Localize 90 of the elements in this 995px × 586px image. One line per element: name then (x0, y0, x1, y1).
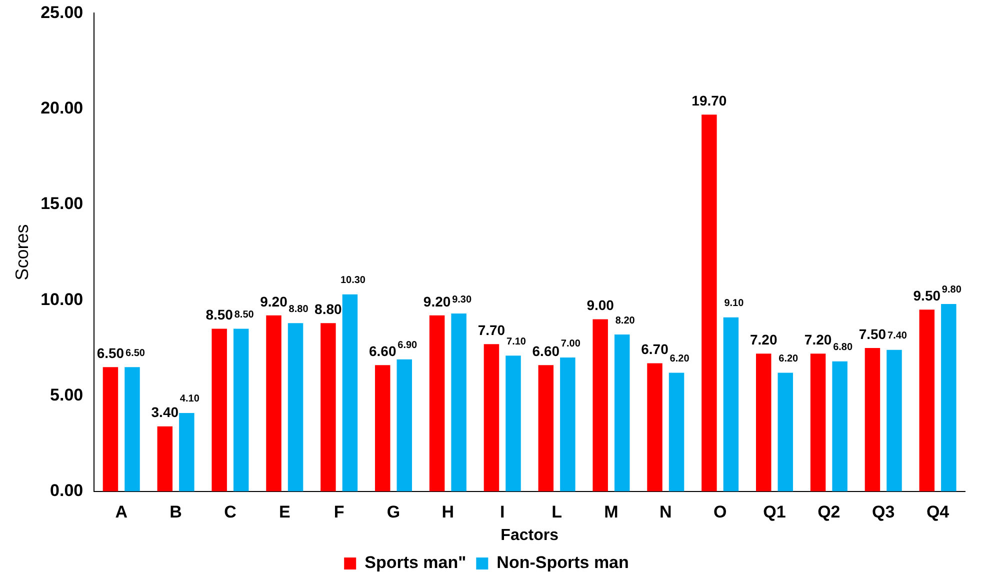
x-tick-label: Q1 (763, 502, 786, 522)
data-label: 9.00 (586, 297, 614, 314)
data-label: 6.70 (641, 341, 669, 358)
bar (560, 358, 576, 492)
bar (288, 323, 304, 492)
data-label: 6.60 (368, 343, 396, 360)
x-tick-label: G (386, 502, 400, 522)
bar (592, 319, 608, 492)
y-tick-label: 0.00 (50, 481, 84, 500)
bar (233, 328, 249, 492)
bar (723, 317, 739, 492)
bar (179, 412, 194, 492)
x-tick-label: F (334, 502, 344, 522)
bar (396, 359, 412, 492)
data-label: 7.70 (478, 322, 506, 338)
y-tick-label: 10.00 (40, 290, 84, 309)
bar (157, 426, 173, 492)
data-label: 7.40 (888, 330, 908, 342)
x-tick-label: E (278, 502, 290, 522)
data-label: 7.20 (804, 332, 832, 348)
bar (102, 367, 118, 492)
data-label: 9.30 (452, 294, 472, 306)
legend-label: Sports man" (364, 553, 466, 572)
x-tick-label: M (604, 502, 618, 522)
data-label: 9.50 (913, 288, 941, 304)
x-tick-label: Q2 (818, 502, 840, 522)
y-tick-label: 15.00 (40, 194, 84, 214)
x-tick-label: I (500, 502, 505, 522)
x-axis-title: Factors (500, 526, 559, 544)
bar (702, 114, 717, 492)
y-axis-title: Scores (12, 224, 32, 280)
bar (756, 354, 772, 492)
data-label: 6.80 (833, 342, 853, 354)
data-label: 6.50 (126, 348, 146, 359)
bar (538, 365, 554, 492)
y-tick-label: 5.00 (50, 385, 84, 404)
x-tick-label: L (552, 502, 562, 522)
data-label: 6.20 (670, 354, 690, 365)
data-label: 6.60 (532, 343, 560, 360)
x-tick-label: Q4 (926, 502, 950, 522)
x-tick-label: C (224, 502, 236, 522)
bar (484, 344, 500, 492)
bar (778, 372, 794, 492)
bar (614, 334, 630, 492)
bar (941, 304, 956, 492)
data-label: 8.50 (234, 310, 254, 321)
bar (668, 372, 684, 492)
y-tick-label: 20.00 (40, 98, 84, 118)
bar (810, 354, 826, 492)
data-label: 7.20 (750, 332, 778, 348)
legend-label: Non-Sports man (496, 553, 629, 572)
data-label: 9.20 (260, 293, 288, 310)
bar (266, 315, 282, 492)
data-label: 9.80 (942, 284, 962, 296)
data-label: 8.50 (206, 306, 234, 323)
bar (342, 294, 358, 492)
data-label: 9.20 (423, 293, 451, 310)
x-tick-label: A (115, 502, 128, 522)
x-tick-label: B (170, 502, 182, 522)
data-label: 8.80 (314, 300, 342, 317)
bar (647, 363, 662, 492)
x-tick-label: Q3 (872, 502, 895, 522)
data-label: 7.10 (506, 336, 526, 348)
data-label: 6.20 (778, 354, 799, 365)
bar (212, 328, 227, 492)
data-label: 7.50 (858, 326, 886, 342)
bar (864, 348, 880, 492)
x-tick-label: N (660, 502, 672, 522)
data-label: 3.40 (151, 404, 179, 420)
x-tick-label: O (713, 502, 727, 522)
bar (832, 361, 848, 492)
data-label: 19.70 (692, 92, 727, 108)
y-tick-label: 25.00 (40, 2, 84, 22)
bar (451, 314, 466, 492)
bar (320, 323, 336, 492)
data-label: 8.20 (615, 315, 636, 326)
bar (886, 350, 902, 492)
data-label: 9.10 (724, 298, 744, 310)
bar (429, 315, 445, 492)
x-tick-label: H (442, 502, 454, 522)
data-label: 10.30 (340, 275, 366, 286)
data-label: 6.50 (96, 344, 124, 361)
data-label: 8.80 (288, 304, 309, 315)
bar (919, 310, 935, 492)
bar (124, 367, 140, 492)
bar (506, 356, 521, 492)
bar (374, 365, 390, 492)
data-label: 7.00 (560, 338, 581, 350)
data-label: 6.90 (398, 340, 418, 352)
data-label: 4.10 (180, 394, 200, 405)
